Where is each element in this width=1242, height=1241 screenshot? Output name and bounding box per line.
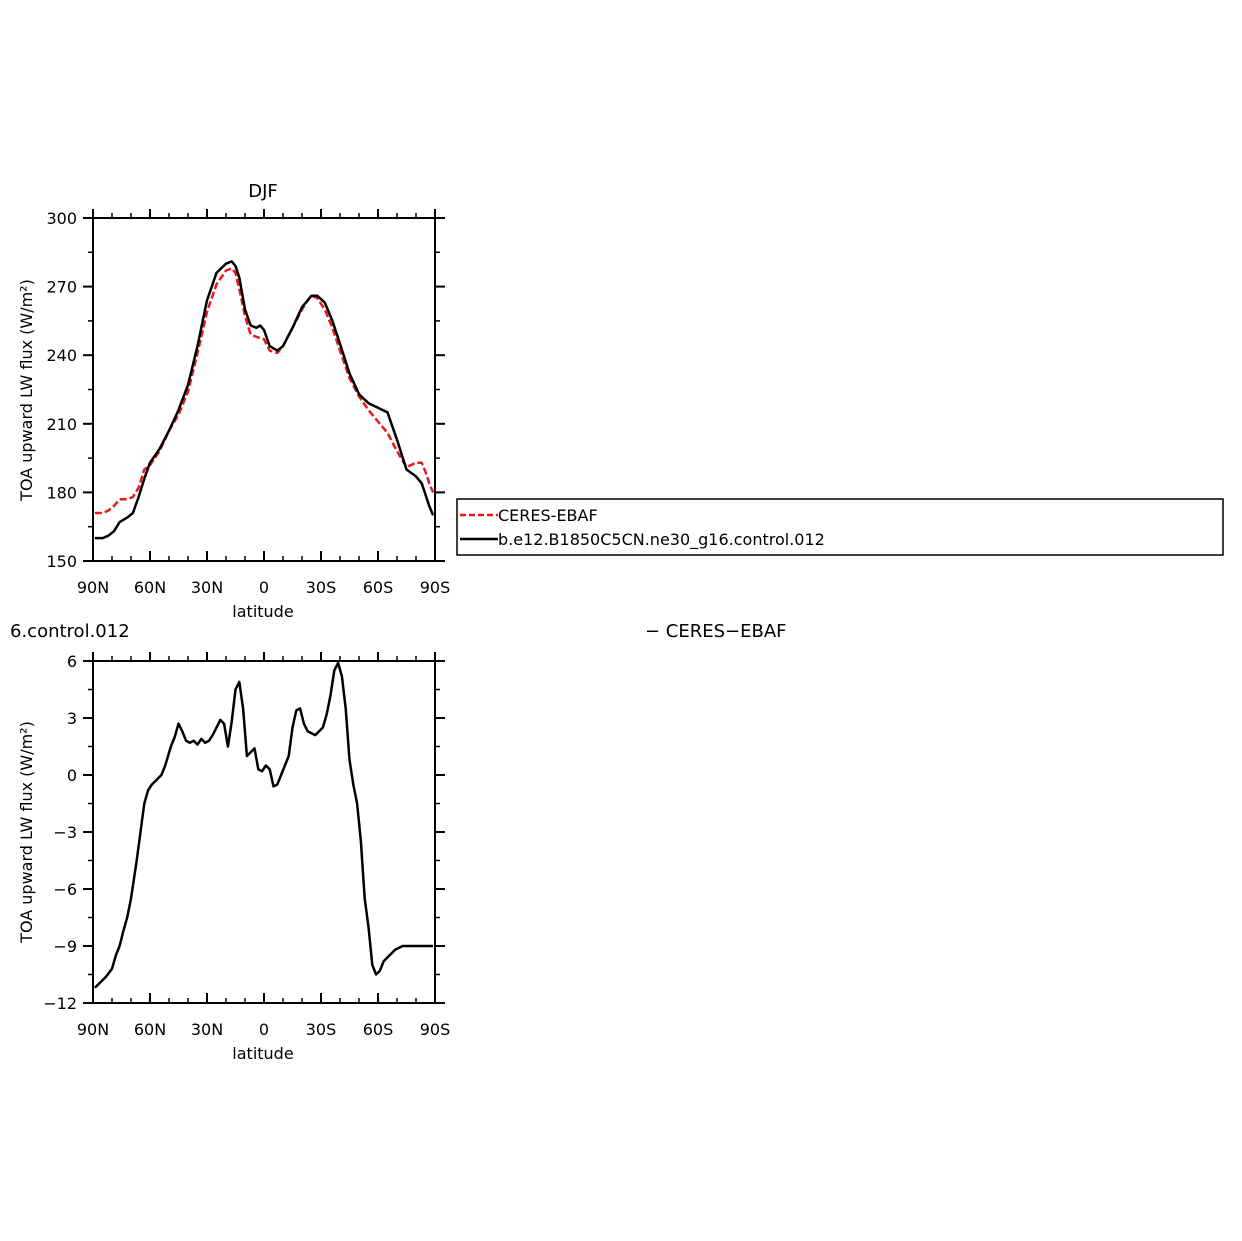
panel-bottom: 6.control.012 − CERES−EBAF 90N 60N 30N 0 30S…	[10, 621, 787, 1063]
xtick-label: 30S	[306, 1020, 337, 1039]
ytick-label: 3	[67, 709, 77, 728]
panel-bottom-ylabel: TOA upward LW flux (W/m²)	[17, 721, 36, 944]
series-line-bottom-0	[94, 661, 434, 989]
ytick-label: −9	[53, 937, 77, 956]
panel-top-xlabel: latitude	[232, 602, 293, 621]
ytick-label: 180	[46, 483, 77, 502]
panel-top-title: DJF	[248, 181, 278, 202]
xtick-label: 90S	[420, 1020, 451, 1039]
legend: CERES-EBAF b.e12.B1850C5CN.ne30_g16.cont…	[456, 498, 1224, 556]
ytick-label: 150	[46, 552, 77, 571]
panel-bottom-xlabel: latitude	[232, 1044, 293, 1063]
xtick-label: 60S	[363, 578, 394, 597]
ytick-label: 210	[46, 415, 77, 434]
xtick-label: 90S	[420, 578, 451, 597]
panel-bottom-series	[94, 661, 434, 989]
xtick-label: 60N	[134, 578, 166, 597]
ytick-label: −6	[53, 880, 77, 899]
ytick-label: 0	[67, 766, 77, 785]
xtick-label: 60S	[363, 1020, 394, 1039]
xtick-label: 30S	[306, 578, 337, 597]
xtick-label: 60N	[134, 1020, 166, 1039]
ytick-label: 270	[46, 278, 77, 297]
ytick-label: 240	[46, 346, 77, 365]
ytick-label: 6	[67, 652, 77, 671]
xtick-label: 30N	[191, 1020, 223, 1039]
legend-box	[456, 498, 1224, 556]
panel-top-frame	[92, 217, 436, 562]
xtick-label: 0	[259, 1020, 269, 1039]
series-line-top-1	[94, 260, 435, 540]
panel-top: DJF 90N 60N 30N 0 30S 60S 90S 150 180 210 240 270 30…	[17, 181, 1224, 621]
panel-bottom-title-left: 6.control.012	[10, 621, 130, 642]
xtick-label: 30N	[191, 578, 223, 597]
panel-bottom-title-right: − CERES−EBAF	[645, 621, 787, 642]
ytick-label: −3	[53, 823, 77, 842]
xtick-label: 0	[259, 578, 269, 597]
panel-top-ticks: 90N 60N 30N 0 30S 60S 90S 150 180 210 240 270 300	[46, 209, 450, 597]
panel-bottom-ticks: 90N 60N 30N 0 30S 60S 90S −12 −9 −6 −3 0 3 6	[43, 652, 450, 1039]
legend-label-ceres: CERES-EBAF	[498, 506, 598, 525]
xtick-label: 90N	[77, 1020, 109, 1039]
ytick-label: 300	[46, 209, 77, 228]
panel-top-series	[94, 260, 435, 540]
panel-bottom-frame	[92, 660, 436, 1004]
xtick-label: 90N	[77, 578, 109, 597]
ytick-label: −12	[43, 994, 77, 1013]
series-line-top-0	[94, 267, 435, 515]
panel-top-ylabel: TOA upward LW flux (W/m²)	[17, 279, 36, 502]
legend-label-model: b.e12.B1850C5CN.ne30_g16.control.012	[498, 530, 825, 550]
